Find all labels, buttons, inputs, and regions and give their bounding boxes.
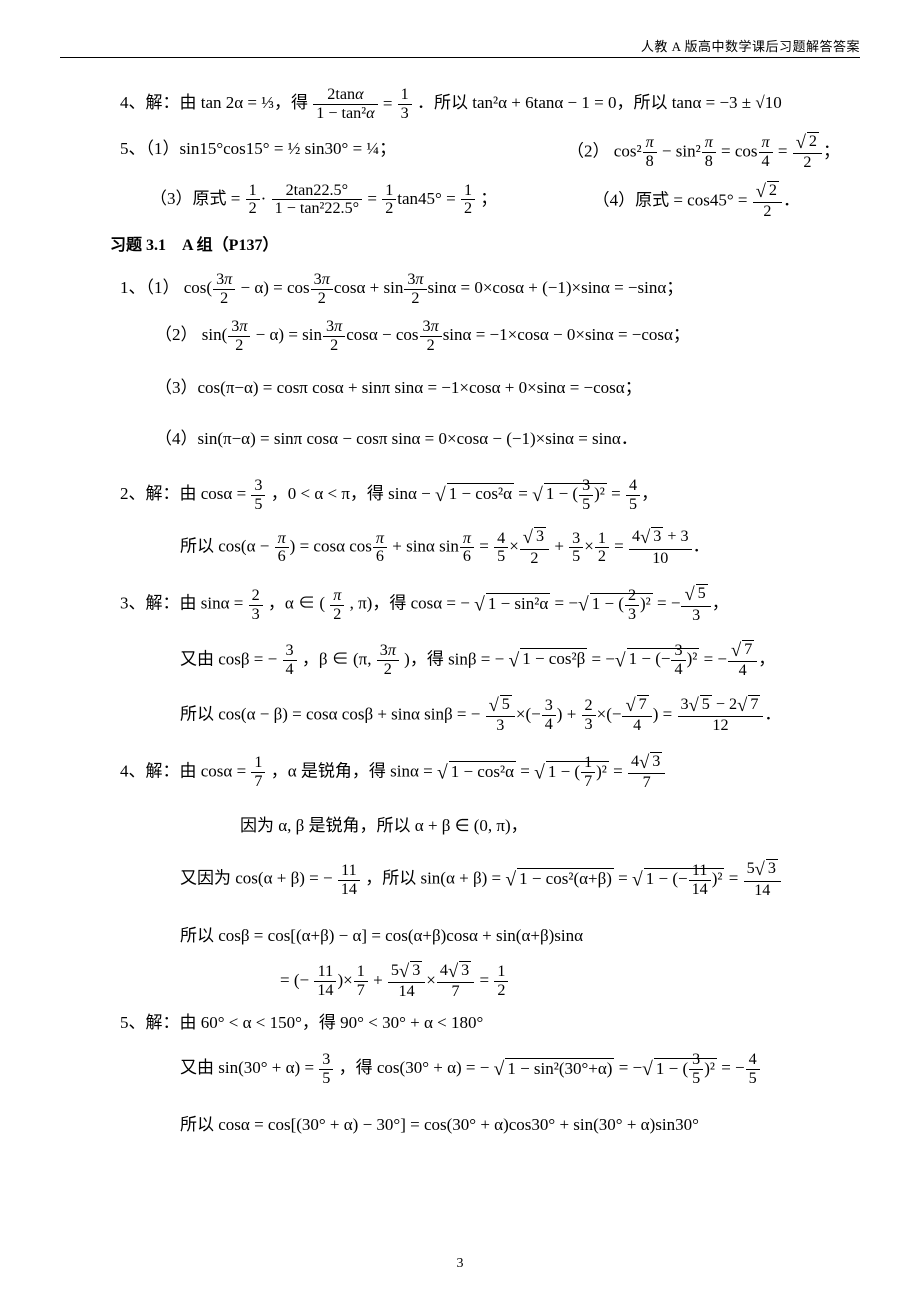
- page: 人教 A 版高中数学课后习题解答答案 4、解：由 tan 2α = ⅓，得 2t…: [0, 0, 920, 1141]
- line-a3c: 所以 cos(α − β) = cosα cosβ + sinα sinβ = …: [180, 696, 860, 735]
- line-a14: （4）sin(π−α) = sinπ cosα − cosπ sinα = 0×…: [155, 423, 860, 455]
- page-header: 人教 A 版高中数学课后习题解答答案: [60, 36, 860, 55]
- line-a4d: 所以 cosβ = cos[(α+β) − α] = cos(α+β)cosα …: [180, 920, 860, 952]
- txt: （3）原式 =: [150, 189, 245, 208]
- line-a4b: 因为 α, β 是锐角，所以 α + β ∈ (0, π)，: [240, 810, 860, 842]
- txt: ，α 是锐角，得 sinα =: [271, 762, 437, 781]
- txt: ，β ∈ (π,: [302, 649, 376, 668]
- txt: ，得 cos(30° + α) = −: [339, 1059, 490, 1078]
- txt: = 0×cosα + (−1)×sinα = −sinα；: [461, 278, 684, 297]
- txt: 所以 cos(α − β) = cosα cosβ + sinα sinβ = …: [180, 704, 480, 723]
- page-number: 3: [0, 1256, 920, 1272]
- txt: )，得 sinβ = −: [404, 649, 504, 668]
- txt: 4、解：由 cosα =: [120, 762, 250, 781]
- line-q5-34: （3）原式 = 12· 2tan22.5°1 − tan²22.5° = 12t…: [150, 182, 860, 221]
- txt: 又由 sin(30° + α) =: [180, 1059, 318, 1078]
- line-a5b: 又由 sin(30° + α) = 35 ，得 cos(30° + α) = −…: [180, 1051, 860, 1088]
- txt: = (−: [280, 970, 309, 989]
- line-a2a: 2、解：由 cosα = 35 ，0 < α < π，得 sinα − √1 −…: [120, 477, 860, 514]
- header-rule: [60, 57, 860, 58]
- txt: 3、解：由 sinα =: [120, 594, 248, 613]
- txt: （4）原式 = cos45° =: [593, 190, 752, 209]
- txt: ，α ∈ (: [268, 594, 325, 613]
- content: 4、解：由 tan 2α = ⅓，得 2tanα1 − tan²α = 13 ．…: [60, 86, 860, 1141]
- txt: ．所以 tan²α + 6tanα − 1 = 0，所以 tanα = −3 ±…: [417, 93, 782, 112]
- line-a4c: 又因为 cos(α + β) = − 1114 ，所以 sin(α + β) =…: [180, 860, 860, 899]
- line-a5c: 所以 cosα = cos[(30° + α) − 30°] = cos(30°…: [180, 1109, 860, 1141]
- line-a11: 1、（1） cos(3π2 − α) = cos3π2cosα + sin3π2…: [120, 271, 860, 308]
- txt: , π)，得 cosα = −: [350, 594, 470, 613]
- txt: （2）: [155, 325, 198, 344]
- line-a5a: 5、解：由 60° < α < 150°，得 90° < 30° + α < 1…: [120, 1007, 860, 1039]
- line-a2b: 所以 cos(α − π6) = cosα cosπ6 + sinα sinπ6…: [180, 528, 860, 567]
- txt: ，所以 sin(α + β) =: [365, 869, 505, 888]
- txt: = −1×cosα − 0×sinα = −cosα；: [476, 325, 690, 344]
- line-a4e: = (− 1114)×17 + 5√314×4√37 = 12: [280, 962, 860, 1001]
- section-title: 习题 3.1 A 组（P137）: [110, 231, 860, 261]
- line-a12: （2） sin(3π2 − α) = sin3π2cosα − cos3π2si…: [155, 318, 860, 355]
- line-q5-12: 5、（1）sin15°cos15° = ½ sin30° = ¼； （2） co…: [120, 133, 860, 172]
- txt: 5、（1）sin15°cos15° = ½ sin30° = ¼；: [120, 139, 396, 158]
- txt: 4、解：由 tan 2α = ⅓，得: [120, 93, 312, 112]
- txt: ；: [480, 189, 497, 208]
- txt: 所以 cos(α −: [180, 537, 274, 556]
- line-q4: 4、解：由 tan 2α = ⅓，得 2tanα1 − tan²α = 13 ．…: [120, 86, 860, 123]
- line-a3b: 又由 cosβ = − 34 ，β ∈ (π, 3π2 )，得 sinβ = −…: [180, 641, 860, 680]
- line-a13: （3）cos(π−α) = cosπ cosα + sinπ sinα = −1…: [155, 372, 860, 404]
- line-a4a: 4、解：由 cosα = 17 ，α 是锐角，得 sinα = √1 − cos…: [120, 753, 860, 792]
- txt: 2、解：由 cosα =: [120, 484, 250, 503]
- txt: 又因为 cos(α + β) = −: [180, 869, 333, 888]
- txt: （2）: [567, 141, 610, 160]
- txt: ，0 < α < π，得 sinα −: [271, 484, 435, 503]
- txt: 又由 cosβ = −: [180, 649, 277, 668]
- txt: 1、（1）: [120, 278, 180, 297]
- line-a3a: 3、解：由 sinα = 23 ，α ∈ ( π2 , π)，得 cosα = …: [120, 585, 860, 624]
